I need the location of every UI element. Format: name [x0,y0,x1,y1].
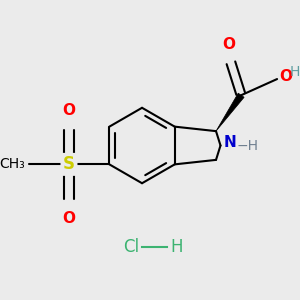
Polygon shape [216,93,244,131]
Text: N: N [224,135,237,150]
Text: CH₃: CH₃ [0,158,25,171]
Text: −H: −H [237,139,259,152]
Text: H: H [170,238,182,256]
Text: Cl: Cl [123,238,139,256]
Text: H: H [290,65,300,79]
Text: S: S [63,155,75,173]
Text: O: O [62,103,76,118]
Text: O: O [279,69,292,84]
Text: O: O [62,211,76,226]
Text: O: O [222,37,235,52]
